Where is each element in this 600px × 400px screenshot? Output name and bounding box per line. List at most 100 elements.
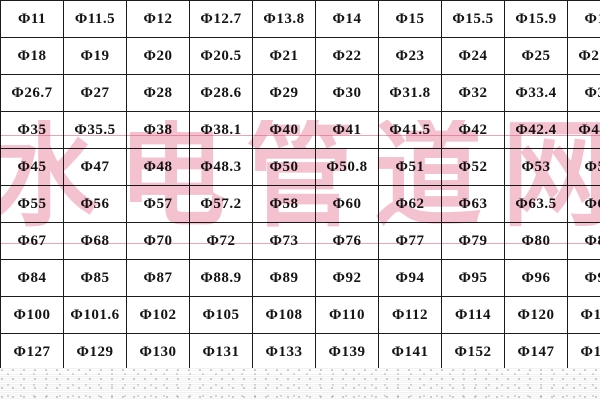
table-cell: Φ28.6 [189, 74, 253, 112]
table-row: Φ45 Φ47 Φ48 Φ48.3 Φ50 Φ50.8 Φ51 Φ52 Φ53 … [0, 148, 600, 186]
table-cell: Φ47 [63, 148, 127, 186]
table-cell: Φ15.5 [441, 0, 505, 38]
table-cell: Φ20 [126, 37, 190, 75]
table-cell: Φ65 [567, 185, 600, 223]
table-cell: Φ150 [0, 370, 64, 400]
table-cell: Φ44.5 [567, 111, 600, 149]
table-cell: Φ57 [126, 185, 190, 223]
table-cell: Φ96 [504, 259, 568, 297]
table-cell: Φ22 [315, 37, 379, 75]
table-cell: Φ89 [252, 259, 316, 297]
table-cell: Φ70 [126, 222, 190, 260]
table-row: Φ26.7 Φ27 Φ28 Φ28.6 Φ29 Φ30 Φ31.8 Φ32 Φ3… [0, 74, 600, 112]
table-cell: Φ53 [504, 148, 568, 186]
table-cell: Φ94 [378, 259, 442, 297]
table-cell: Φ141 [378, 333, 442, 371]
table-cell: Φ18 [0, 37, 64, 75]
table-cell [441, 370, 505, 400]
table-row: Φ67 Φ68 Φ70 Φ72 Φ73 Φ76 Φ77 Φ79 Φ80 Φ82 [0, 222, 600, 260]
table-cell: Φ27 [63, 74, 127, 112]
table-cell: Φ57.2 [189, 185, 253, 223]
table-cell: Φ79 [441, 222, 505, 260]
table-cell [378, 370, 442, 400]
table-cell: Φ133 [252, 333, 316, 371]
table-cell: Φ51 [378, 148, 442, 186]
table-cell [504, 370, 568, 400]
table-cell: Φ23 [378, 37, 442, 75]
table-cell: Φ26.7 [0, 74, 64, 112]
table-cell: Φ77 [378, 222, 442, 260]
table-cell: Φ108 [252, 296, 316, 334]
table-cell: Φ41 [315, 111, 379, 149]
table-cell: Φ42.4 [504, 111, 568, 149]
table-cell: Φ48 [126, 148, 190, 186]
table-row: Φ127 Φ129 Φ130 Φ131 Φ133 Φ139 Φ141 Φ152 … [0, 333, 600, 371]
table-cell: Φ52 [441, 148, 505, 186]
table-cell: Φ11 [0, 0, 64, 38]
table-row: Φ84 Φ85 Φ87 Φ88.9 Φ89 Φ92 Φ94 Φ95 Φ96 Φ9… [0, 259, 600, 297]
table-cell: Φ25.4 [567, 37, 600, 75]
table-cell: Φ20.5 [189, 37, 253, 75]
table-cell: Φ101.6 [63, 296, 127, 334]
table-cell: Φ19 [63, 37, 127, 75]
table-row: Φ18 Φ19 Φ20 Φ20.5 Φ21 Φ22 Φ23 Φ24 Φ25 Φ2… [0, 37, 600, 75]
table-cell [252, 370, 316, 400]
table-cell: Φ56 [63, 185, 127, 223]
table-cell: Φ55 [0, 185, 64, 223]
table-row: Φ100 Φ101.6 Φ102 Φ105 Φ108 Φ110 Φ112 Φ11… [0, 296, 600, 334]
table-cell: Φ92 [315, 259, 379, 297]
table-cell: Φ110 [315, 296, 379, 334]
table-cell [315, 370, 379, 400]
table-cell: Φ15 [378, 0, 442, 38]
table-cell: Φ58 [252, 185, 316, 223]
table-cell: Φ62 [378, 185, 442, 223]
table-cell: Φ25 [504, 37, 568, 75]
table-cell: Φ67 [0, 222, 64, 260]
table-cell: Φ84 [0, 259, 64, 297]
table-cell: Φ63 [441, 185, 505, 223]
table-cell [126, 370, 190, 400]
table-cell: Φ54 [567, 148, 600, 186]
table-cell: Φ127 [0, 333, 64, 371]
table-cell: Φ131 [189, 333, 253, 371]
table-cell: Φ38 [126, 111, 190, 149]
table-cell: Φ11.5 [63, 0, 127, 38]
table-cell: Φ42 [441, 111, 505, 149]
table-cell: Φ88.9 [189, 259, 253, 297]
table-cell: Φ35.5 [63, 111, 127, 149]
table-row: Φ55 Φ56 Φ57 Φ57.2 Φ58 Φ60 Φ62 Φ63 Φ63.5 … [0, 185, 600, 223]
table-cell: Φ29 [252, 74, 316, 112]
table-cell: Φ21 [252, 37, 316, 75]
table-cell: Φ24 [441, 37, 505, 75]
table-cell: Φ50 [252, 148, 316, 186]
table-cell: Φ15.9 [504, 0, 568, 38]
table-cell [63, 370, 127, 400]
table-cell: Φ41.5 [378, 111, 442, 149]
table-cell: Φ105 [189, 296, 253, 334]
table-cell: Φ87 [126, 259, 190, 297]
table-cell: Φ33.4 [504, 74, 568, 112]
table-cell: Φ100 [0, 296, 64, 334]
table-cell: Φ30 [315, 74, 379, 112]
table-cell: Φ130 [126, 333, 190, 371]
table-cell: Φ139 [315, 333, 379, 371]
table-cell: Φ32 [441, 74, 505, 112]
table-cell: Φ147 [504, 333, 568, 371]
table-cell: Φ13.8 [252, 0, 316, 38]
table-cell [567, 370, 600, 400]
table-cell: Φ85 [63, 259, 127, 297]
table-cell: Φ12.7 [189, 0, 253, 38]
table-cell: Φ60 [315, 185, 379, 223]
table-cell: Φ72 [189, 222, 253, 260]
table-cell: Φ16 [567, 0, 600, 38]
table-cell: Φ129 [63, 333, 127, 371]
table-cell: Φ28 [126, 74, 190, 112]
table-cell: Φ35 [0, 111, 64, 149]
table-row: Φ35 Φ35.5 Φ38 Φ38.1 Φ40 Φ41 Φ41.5 Φ42 Φ4… [0, 111, 600, 149]
table-cell: Φ82 [567, 222, 600, 260]
table-cell: Φ122 [567, 296, 600, 334]
table-cell: Φ45 [0, 148, 64, 186]
